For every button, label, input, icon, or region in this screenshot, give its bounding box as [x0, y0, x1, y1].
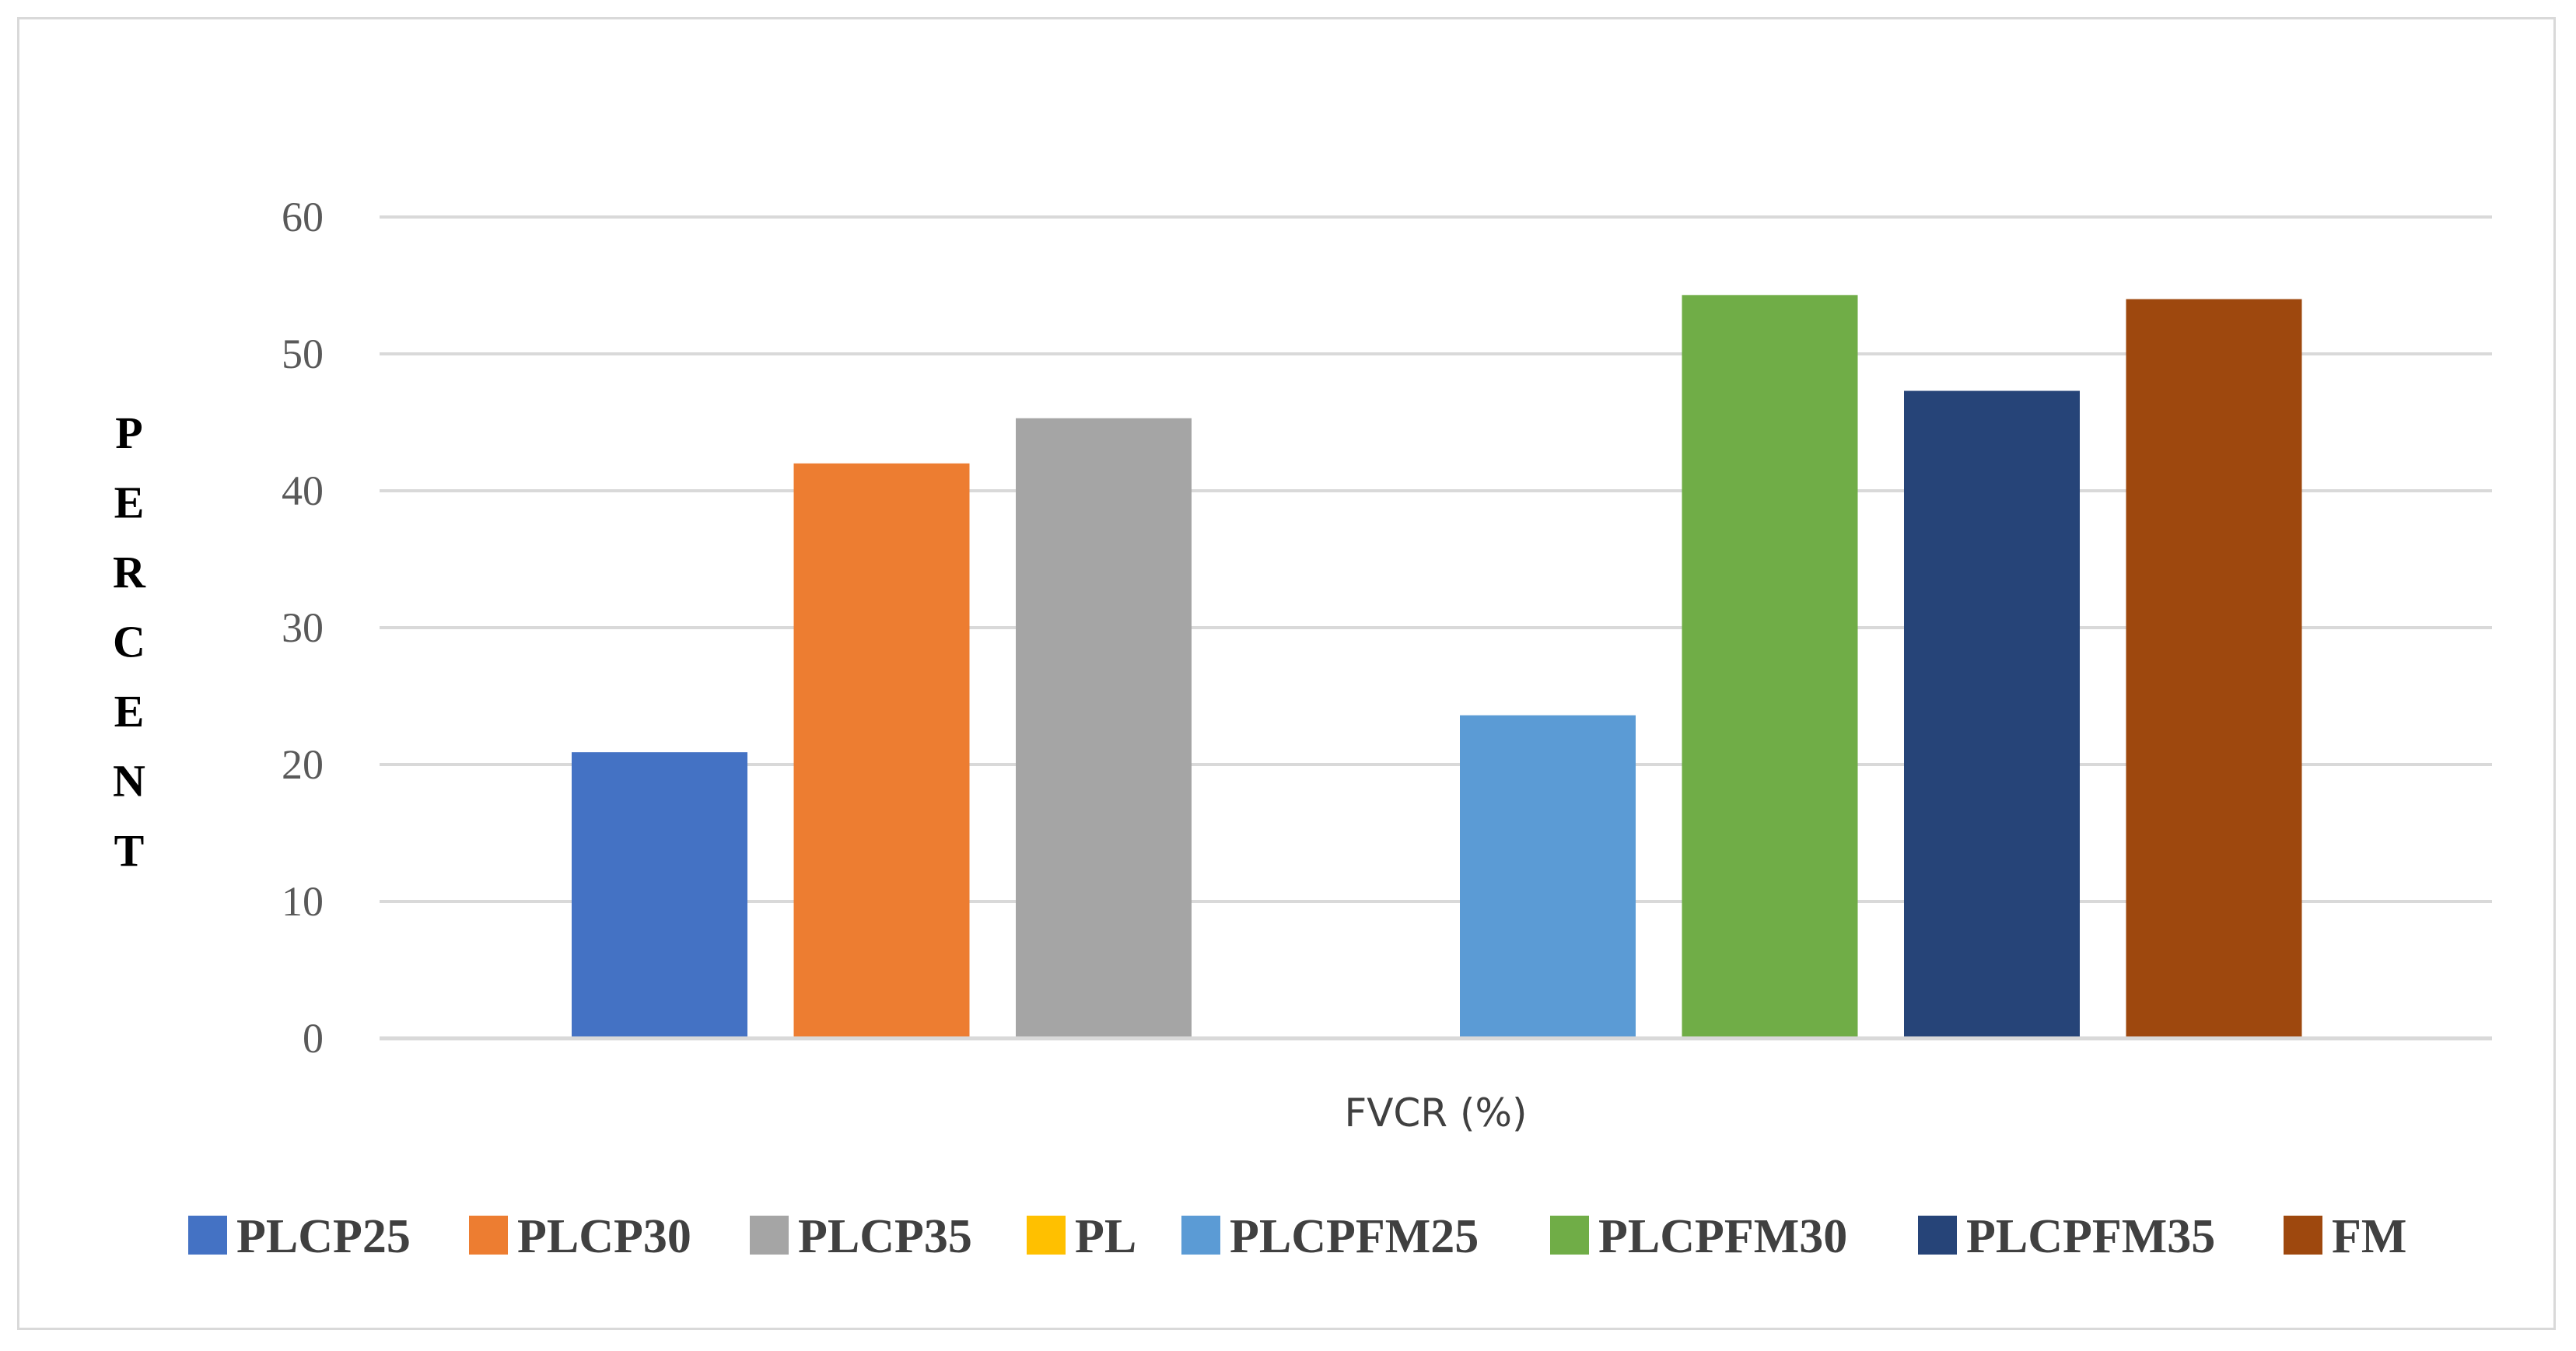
legend-label: PL — [1075, 1210, 1136, 1263]
x-axis-label: FVCR (%) — [1344, 1090, 1527, 1136]
legend-swatch — [1918, 1216, 1957, 1255]
y-axis-ticks: 0 10 20 30 40 50 60 — [282, 194, 324, 1062]
legend-swatch — [1550, 1216, 1589, 1255]
y-axis-label-letter: C — [113, 617, 145, 667]
y-tick-label: 60 — [282, 194, 324, 240]
legend-label: PLCP35 — [798, 1210, 972, 1263]
y-tick-label: 30 — [282, 604, 324, 651]
y-axis-label-letter: R — [113, 547, 146, 597]
legend-swatch — [2284, 1216, 2322, 1255]
legend-item-plcpfm25: PLCPFM25 — [1181, 1210, 1479, 1263]
legend-label: PLCP30 — [517, 1210, 691, 1263]
y-tick-label: 50 — [282, 331, 324, 377]
bar-plcp35 — [1016, 418, 1192, 1038]
y-axis-label-letter: T — [114, 825, 145, 876]
y-axis-label-letter: N — [113, 756, 145, 807]
y-axis-label-letter: E — [114, 478, 145, 528]
bar-plcpfm30 — [1682, 295, 1858, 1038]
legend-swatch — [1181, 1216, 1220, 1255]
legend-swatch — [1027, 1216, 1066, 1255]
legend: PLCP25 PLCP30 PLCP35 PL PLCPFM25 PLCPFM30 PLCP… — [188, 1210, 2406, 1263]
y-tick-label: 40 — [282, 467, 324, 514]
legend-item-fm: FM — [2284, 1210, 2406, 1263]
y-axis-label-letter: E — [114, 686, 145, 737]
legend-swatch — [188, 1216, 227, 1255]
legend-item-plcp30: PLCP30 — [469, 1210, 691, 1263]
legend-swatch — [469, 1216, 508, 1255]
y-tick-label: 0 — [303, 1015, 324, 1062]
legend-label: PLCPFM25 — [1230, 1210, 1479, 1263]
bar-fm — [2126, 299, 2302, 1039]
y-tick-label: 20 — [282, 741, 324, 788]
legend-item-plcp25: PLCP25 — [188, 1210, 411, 1263]
legend-label: PLCPFM30 — [1598, 1210, 1847, 1263]
legend-item-pl: PL — [1027, 1210, 1136, 1263]
legend-item-plcpfm30: PLCPFM30 — [1550, 1210, 1847, 1263]
bars — [572, 295, 2302, 1039]
legend-label: PLCPFM35 — [1966, 1210, 2215, 1263]
legend-label: PLCP25 — [236, 1210, 411, 1263]
bar-plcp30 — [793, 463, 970, 1038]
bar-plcp25 — [572, 752, 747, 1038]
legend-item-plcpfm35: PLCPFM35 — [1918, 1210, 2215, 1263]
y-tick-label: 10 — [282, 878, 324, 925]
legend-label: FM — [2332, 1210, 2406, 1263]
y-axis-label-letter: P — [115, 408, 142, 458]
bar-plcpfm35 — [1904, 390, 2080, 1038]
bar-plcpfm25 — [1460, 715, 1636, 1038]
legend-item-plcp35: PLCP35 — [750, 1210, 972, 1263]
legend-swatch — [750, 1216, 789, 1255]
